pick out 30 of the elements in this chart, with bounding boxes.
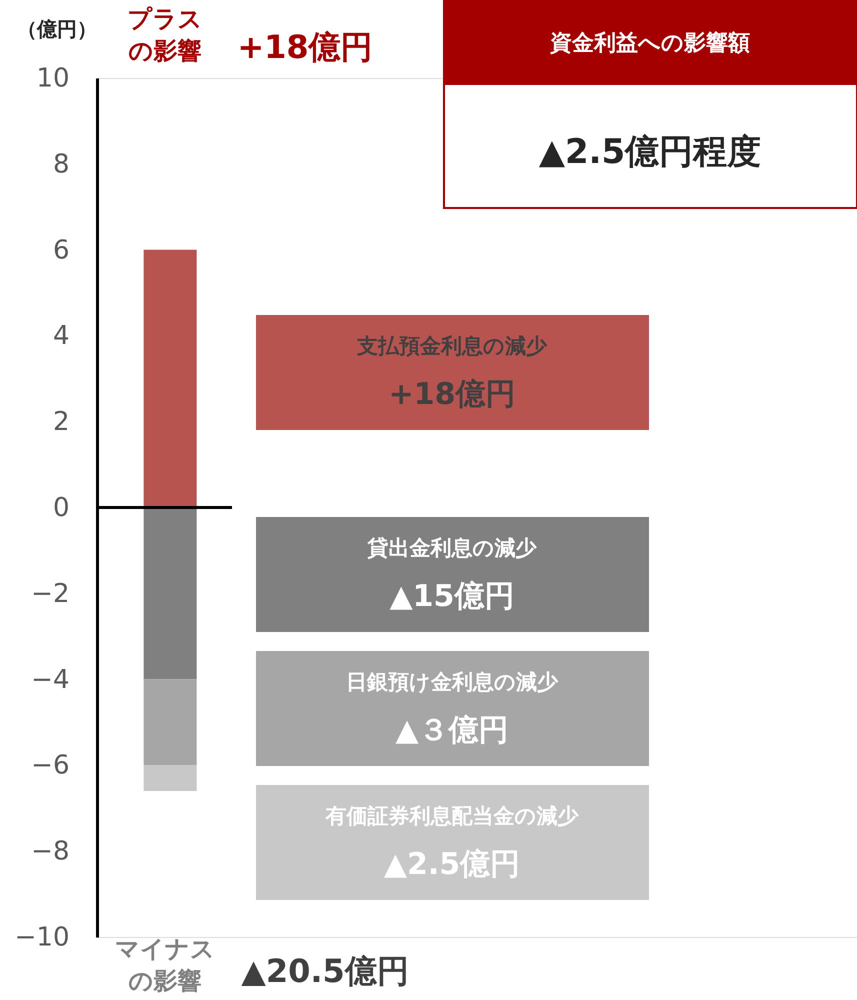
annotation: マイナス (115, 935, 215, 963)
y-tick-label: 8 (52, 149, 70, 180)
y-tick-label: 6 (52, 235, 70, 266)
y-axis-title: （億円） (17, 17, 97, 41)
y-tick-label: −2 (31, 578, 70, 609)
text: の影響 (128, 967, 202, 995)
text: +18億円 (237, 28, 373, 66)
text: の影響 (128, 37, 202, 65)
y-tick-label: −10 (14, 922, 70, 952)
y-tick-label: 0 (52, 493, 70, 523)
text: 資金利益への影響額 (549, 30, 750, 56)
text: ▲３億円 (395, 713, 509, 748)
y-tick-label: 4 (52, 321, 70, 352)
y-tick-label: 2 (52, 407, 70, 438)
y-tick-label: −4 (31, 664, 70, 695)
text: ▲2.5億円程度 (538, 132, 762, 172)
text: +18億円 (388, 377, 516, 412)
text: ▲15億円 (390, 579, 514, 614)
bar (144, 679, 197, 766)
bar (144, 765, 197, 791)
y-tick-label: 10 (36, 64, 70, 94)
text: プラス (128, 5, 202, 33)
text: 貸出金利息の減少 (366, 536, 538, 560)
text: 支払預金利息の減少 (356, 334, 548, 358)
y-tick-label: −6 (31, 750, 70, 781)
y-tick-label: −8 (31, 836, 70, 867)
text: 日銀預け金利息の減少 (346, 670, 559, 694)
bar (144, 508, 197, 680)
bar (144, 250, 197, 508)
text: ▲20.5億円 (241, 952, 409, 990)
